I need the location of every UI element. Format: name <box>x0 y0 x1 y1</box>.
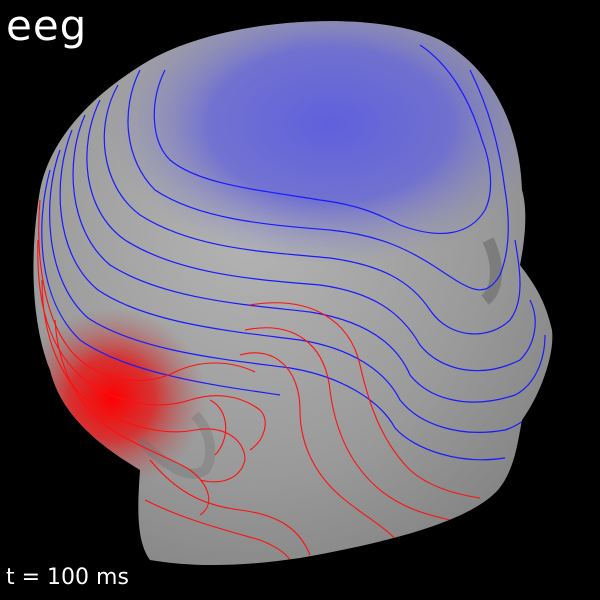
head-surface <box>33 21 553 566</box>
time-label: t = 100 ms <box>6 565 129 590</box>
positive-potential-region <box>33 308 207 488</box>
eye-socket-shadow <box>480 237 502 305</box>
negative-potential-region <box>110 21 550 265</box>
view-title: eeg <box>6 1 88 50</box>
ear-shadow <box>136 411 216 479</box>
positive-contours <box>37 199 481 566</box>
negative-contours <box>41 44 551 461</box>
